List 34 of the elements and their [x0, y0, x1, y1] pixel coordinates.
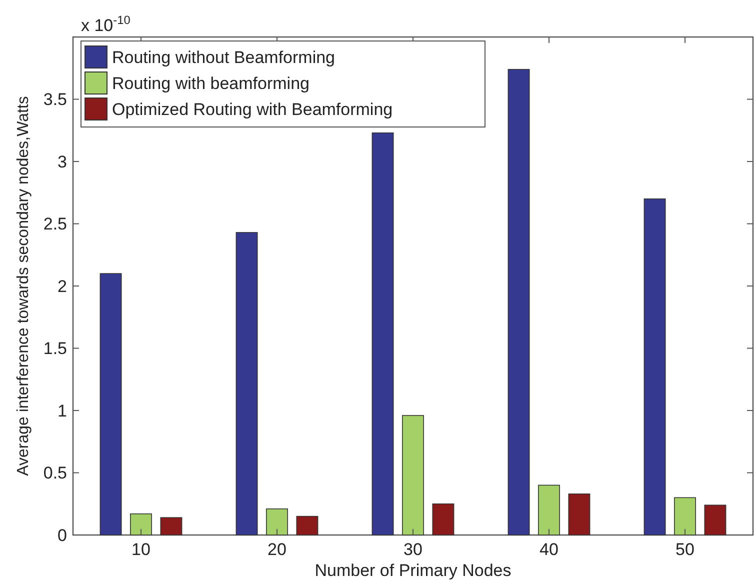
text: x 10$^{-10}$	[81, 13, 131, 35]
bar	[568, 494, 590, 536]
y-tick-label: 0.5	[43, 464, 67, 483]
legend-label: Optimized Routing with Beamforming	[112, 100, 393, 119]
x-tick-label: 20	[268, 540, 286, 559]
bar	[236, 232, 258, 536]
y-tick-label: 2.5	[43, 214, 67, 234]
y-tick-label: 1.5	[43, 339, 67, 358]
y-tick-label: 3.5	[43, 90, 67, 110]
y-tick-label: 1	[58, 401, 67, 420]
x-tick-label: 50	[676, 540, 694, 559]
bar	[538, 484, 560, 536]
bar	[372, 132, 394, 536]
y-tick-label: 0	[58, 526, 67, 545]
bar	[266, 508, 288, 536]
x-tick-label: 10	[132, 540, 150, 559]
bar	[160, 517, 182, 536]
legend-label: Routing with beamforming	[112, 74, 310, 93]
x-tick-label: 40	[540, 540, 558, 559]
bar	[100, 273, 122, 536]
y-axis-title: Average interference towards secondary nodes,Watts	[15, 96, 32, 476]
x-axis-title: Number of Primary Nodes	[314, 561, 512, 580]
bar	[644, 198, 666, 536]
bar	[296, 516, 318, 536]
y-tick-label: 2	[58, 276, 67, 296]
bar	[674, 497, 696, 536]
bar	[402, 415, 424, 536]
bar	[130, 513, 152, 536]
x-tick-label: 30	[404, 540, 422, 559]
legend-label: Routing without Beamforming	[112, 48, 336, 67]
y-tick-label: 3	[58, 152, 67, 172]
bar	[508, 68, 530, 536]
bar	[704, 504, 726, 536]
bar	[432, 503, 454, 536]
